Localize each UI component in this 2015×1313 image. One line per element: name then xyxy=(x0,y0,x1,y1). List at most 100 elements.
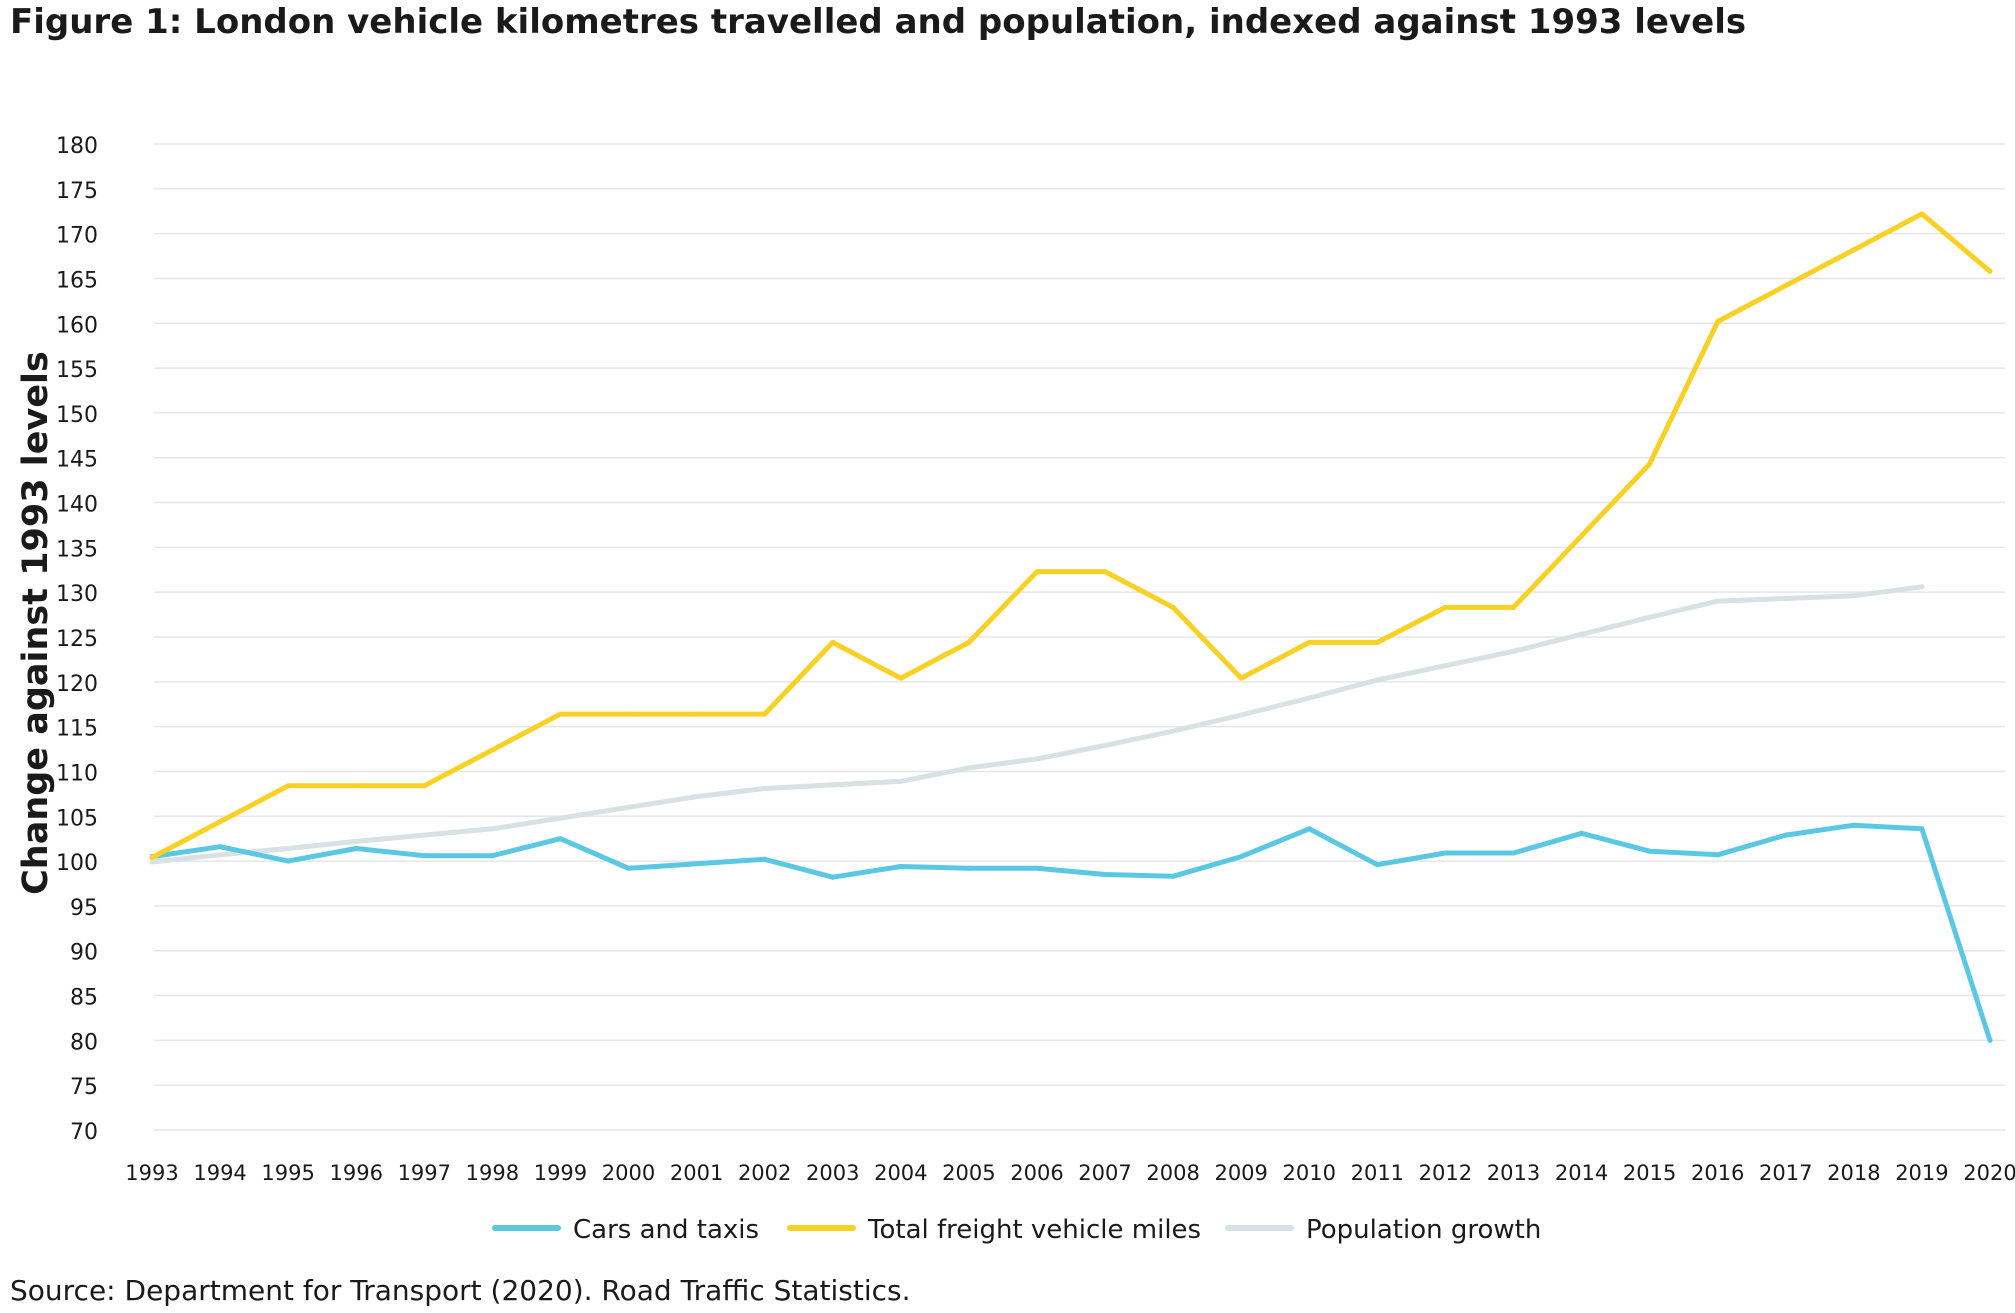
y-tick-label: 180 xyxy=(56,134,98,159)
data-point xyxy=(1987,268,1993,274)
data-point xyxy=(557,815,563,821)
data-point xyxy=(1442,663,1448,669)
data-point xyxy=(285,858,291,864)
data-point xyxy=(1647,614,1653,620)
data-point xyxy=(762,711,768,717)
data-point xyxy=(1783,595,1789,601)
data-point xyxy=(830,639,836,645)
data-point xyxy=(762,856,768,862)
data-point xyxy=(1851,593,1857,599)
data-point xyxy=(1919,584,1925,590)
x-tick-label: 2005 xyxy=(942,1161,995,1185)
y-tick-label: 140 xyxy=(56,493,98,518)
legend: Cars and taxis Total freight vehicle mile… xyxy=(492,1215,1541,1245)
data-point xyxy=(557,711,563,717)
y-axis-ticks: 70 75 80 85 90 95 100 105 110 115 120 125 130 135 140 1… xyxy=(56,134,98,1145)
source-note: Source: Department for Transport (2020).… xyxy=(10,1274,911,1307)
data-point xyxy=(1579,533,1585,539)
x-tick-label: 2008 xyxy=(1146,1161,1199,1185)
data-point xyxy=(1647,848,1653,854)
data-point xyxy=(1851,247,1857,253)
y-tick-label: 85 xyxy=(70,986,98,1011)
data-point xyxy=(421,783,427,789)
data-point xyxy=(694,861,700,867)
data-point xyxy=(217,819,223,825)
x-tick-label: 2018 xyxy=(1827,1161,1880,1185)
data-point xyxy=(1715,852,1721,858)
data-point xyxy=(762,785,768,791)
x-tick-label: 2009 xyxy=(1214,1161,1267,1185)
data-point xyxy=(1987,1037,1993,1043)
data-point xyxy=(285,783,291,789)
data-point xyxy=(1374,677,1380,683)
data-point xyxy=(1306,826,1312,832)
y-tick-label: 125 xyxy=(56,627,98,652)
x-tick-label: 2019 xyxy=(1895,1161,1948,1185)
y-tick-label: 175 xyxy=(56,179,98,204)
data-point xyxy=(1170,728,1176,734)
data-point xyxy=(1170,604,1176,610)
data-point xyxy=(1238,854,1244,860)
x-tick-label: 1995 xyxy=(261,1161,314,1185)
data-point xyxy=(1510,850,1516,856)
data-point xyxy=(626,711,632,717)
data-point xyxy=(353,783,359,789)
data-point xyxy=(1238,675,1244,681)
series-lines xyxy=(149,211,1993,1043)
series-line-population-growth xyxy=(149,584,1925,865)
data-point xyxy=(1306,639,1312,645)
data-point xyxy=(489,853,495,859)
x-tick-label: 2013 xyxy=(1487,1161,1540,1185)
legend-label: Population growth xyxy=(1306,1215,1541,1245)
data-point xyxy=(421,853,427,859)
data-point xyxy=(1034,756,1040,762)
data-point xyxy=(1715,318,1721,324)
data-point xyxy=(830,782,836,788)
x-tick-label: 2014 xyxy=(1555,1161,1608,1185)
x-tick-label: 2000 xyxy=(602,1161,655,1185)
y-tick-label: 75 xyxy=(70,1075,98,1100)
data-point xyxy=(421,832,427,838)
data-point xyxy=(1102,872,1108,878)
data-point xyxy=(1851,822,1857,828)
data-point xyxy=(1034,865,1040,871)
data-point xyxy=(1783,832,1789,838)
x-tick-label: 2016 xyxy=(1691,1161,1744,1185)
data-point xyxy=(1783,283,1789,289)
y-tick-label: 135 xyxy=(56,537,98,562)
data-point xyxy=(1306,695,1312,701)
data-point xyxy=(489,826,495,832)
data-point xyxy=(1102,569,1108,575)
data-point xyxy=(489,747,495,753)
data-point xyxy=(1374,639,1380,645)
data-point xyxy=(898,778,904,784)
x-tick-label: 2007 xyxy=(1078,1161,1131,1185)
x-tick-label: 1999 xyxy=(534,1161,587,1185)
y-tick-label: 170 xyxy=(56,224,98,249)
x-tick-label: 2020 xyxy=(1963,1161,2015,1185)
y-tick-label: 105 xyxy=(56,806,98,831)
y-tick-label: 110 xyxy=(56,761,98,786)
legend-label: Cars and taxis xyxy=(573,1215,759,1245)
data-point xyxy=(1170,873,1176,879)
gridlines xyxy=(154,143,2005,1131)
data-point xyxy=(1510,648,1516,654)
x-tick-label: 2003 xyxy=(806,1161,859,1185)
y-tick-label: 130 xyxy=(56,582,98,607)
x-tick-label: 2002 xyxy=(738,1161,791,1185)
data-point xyxy=(966,865,972,871)
y-tick-label: 150 xyxy=(56,403,98,428)
y-tick-label: 145 xyxy=(56,448,98,473)
data-point xyxy=(1102,742,1108,748)
data-point xyxy=(1647,461,1653,467)
y-tick-label: 165 xyxy=(56,268,98,293)
data-point xyxy=(1715,598,1721,604)
x-tick-label: 2010 xyxy=(1283,1161,1336,1185)
data-point xyxy=(1034,569,1040,575)
data-point xyxy=(1579,830,1585,836)
data-point xyxy=(626,865,632,871)
data-point xyxy=(1238,712,1244,718)
x-tick-label: 2017 xyxy=(1759,1161,1812,1185)
data-point xyxy=(830,874,836,880)
